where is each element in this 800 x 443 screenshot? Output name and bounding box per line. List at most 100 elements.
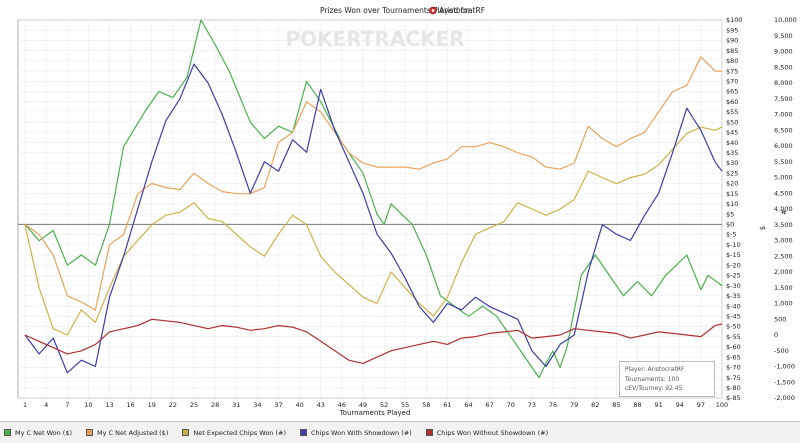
y-tick-label-dollars: $75	[726, 67, 738, 75]
y-tick-label-chips: 3,500	[774, 221, 793, 229]
x-tick-label: 46	[338, 401, 346, 409]
legend-item-net-won[interactable]: My C Net Won ($)	[4, 429, 72, 437]
x-tick-label: 100	[716, 401, 728, 409]
y-tick-label-chips: 4,500	[774, 189, 793, 197]
y-tick-label-chips: 10,000	[774, 16, 797, 24]
y-tick-label-dollars: $45	[726, 129, 738, 137]
x-tick-label: 94	[676, 401, 684, 409]
y-tick-label-chips: 7,500	[774, 95, 793, 103]
legend-label: Chips Won With Showdown (#)	[311, 428, 412, 437]
y-tick-label-dollars: $100	[726, 16, 743, 24]
x-tick-label: 64	[464, 401, 472, 409]
watermark: POKERTRACKER	[285, 27, 464, 51]
y-tick-label-chips: 1,500	[774, 284, 793, 292]
x-tick-label: 10	[84, 401, 92, 409]
legend-label: My C Net Won ($)	[15, 428, 73, 437]
legend-swatch-icon	[86, 429, 94, 436]
chart-player-name: AristocratRF	[439, 6, 485, 15]
legend-item-with-showdown[interactable]: Chips Won With Showdown (#)	[300, 429, 412, 437]
x-tick-label: 22	[169, 401, 177, 409]
x-tick-label: 19	[148, 401, 156, 409]
y-tick-label-chips: -500	[774, 347, 789, 355]
x-tick-label: 85	[612, 401, 620, 409]
legend-item-net-adjusted[interactable]: My C Net Adjusted ($)	[86, 429, 168, 437]
y-tick-label-chips: 3,000	[774, 237, 793, 245]
x-tick-label: 91	[654, 401, 662, 409]
y-tick-label-dollars: $0	[726, 221, 734, 229]
chart-title: Prizes Won over Tournaments Played for	[320, 6, 472, 15]
y-tick-label-chips: -1,500	[774, 378, 795, 386]
legend-swatch-icon	[182, 429, 190, 436]
x-tick-label: 61	[443, 401, 451, 409]
y-tick-label-dollars: $50	[726, 118, 738, 126]
y-tick-label-dollars: $-15	[726, 251, 741, 259]
y-tick-label-dollars: $65	[726, 88, 738, 96]
y-tick-label-dollars: $-25	[726, 272, 741, 280]
y-tick-label-dollars: $15	[726, 190, 738, 198]
y-tick-label-dollars: $-5	[726, 231, 737, 239]
y-tick-label-chips: 6,000	[774, 142, 793, 150]
y-tick-label-dollars: $-30	[726, 282, 741, 290]
x-tick-label: 88	[633, 401, 641, 409]
x-tick-label: 79	[570, 401, 578, 409]
legend-label: Net Expected Chips Won (#)	[193, 428, 286, 437]
x-tick-label: 67	[486, 401, 494, 409]
infobox-player: Player: AristocratRF	[625, 366, 685, 373]
legend-item-expected-chips[interactable]: Net Expected Chips Won (#)	[182, 429, 286, 437]
legend-swatch-icon	[300, 429, 307, 436]
legend-item-without-showdown[interactable]: Chips Won Without Showdown (#)	[425, 429, 548, 437]
y-tick-label-dollars: $-50	[726, 323, 741, 331]
series-line-chips-won-with-showdown	[24, 63, 723, 374]
x-tick-label: 55	[401, 401, 409, 409]
y-tick-label-dollars: $30	[726, 159, 738, 167]
y-tick-label-dollars: $-85	[726, 394, 741, 402]
x-tick-label: 7	[65, 401, 69, 409]
legend-swatch-icon	[4, 429, 11, 436]
legend-swatch-icon	[425, 429, 433, 436]
poker-chip-icon	[429, 6, 437, 15]
x-tick-label: 73	[528, 401, 536, 409]
y-tick-label-chips: 4,000	[774, 205, 793, 213]
y-tick-label-chips: 6,500	[774, 126, 793, 134]
x-axis-label: Tournaments Played	[339, 409, 411, 417]
y-tick-label-chips: -2,000	[774, 394, 795, 402]
x-tick-label: 40	[295, 401, 303, 409]
x-tick-label: 1	[23, 401, 27, 409]
x-tick-label: 82	[591, 401, 599, 409]
tick-labels: 1 4 7 10 13 16 19 22 25 28 31 34 37 40 43 46 49 52 55 58 61 6…	[23, 16, 797, 409]
x-tick-label: 52	[380, 401, 388, 409]
y-tick-label-chips: 5,500	[774, 158, 793, 166]
x-tick-label: 4	[44, 401, 48, 409]
y-tick-label-dollars: $35	[726, 149, 738, 157]
grid	[17, 19, 723, 399]
x-tick-label: 70	[507, 401, 515, 409]
x-tick-label: 25	[190, 401, 198, 409]
x-tick-label: 58	[422, 401, 430, 409]
x-tick-label: 37	[274, 401, 282, 409]
y-tick-label-dollars: $5	[726, 210, 734, 218]
y-tick-label-chips: 500	[774, 315, 786, 323]
y-tick-label-dollars: $90	[726, 37, 738, 45]
y-tick-label-dollars: $60	[726, 98, 738, 106]
infobox-cev: cEV/Tourney: 92.45	[625, 385, 683, 392]
y-tick-label-dollars: $-20	[726, 261, 741, 269]
y-tick-label-dollars: $-10	[726, 241, 741, 249]
x-tick-label: 34	[253, 401, 261, 409]
x-tick-label: 28	[211, 401, 219, 409]
series-line-net-expected-chips-won	[24, 126, 723, 336]
y-tick-label-dollars: $-70	[726, 364, 741, 372]
y-tick-label-dollars: $70	[726, 77, 738, 85]
y-tick-label-dollars: $80	[726, 57, 738, 65]
x-tick-label: 31	[232, 401, 240, 409]
x-tick-label: 16	[126, 401, 134, 409]
x-tick-label: 43	[317, 401, 325, 409]
y-axis-label-dollars: $	[759, 226, 767, 230]
y-tick-label-chips: 2,500	[774, 252, 793, 260]
series-line-my-c-net-won	[24, 19, 723, 379]
y-tick-label-dollars: $55	[726, 108, 738, 116]
y-tick-label-dollars: $40	[726, 139, 738, 147]
y-tick-label-chips: 2,000	[774, 268, 793, 276]
y-tick-label-dollars: $10	[726, 200, 738, 208]
series-line-my-c-net-adjusted	[24, 56, 722, 311]
